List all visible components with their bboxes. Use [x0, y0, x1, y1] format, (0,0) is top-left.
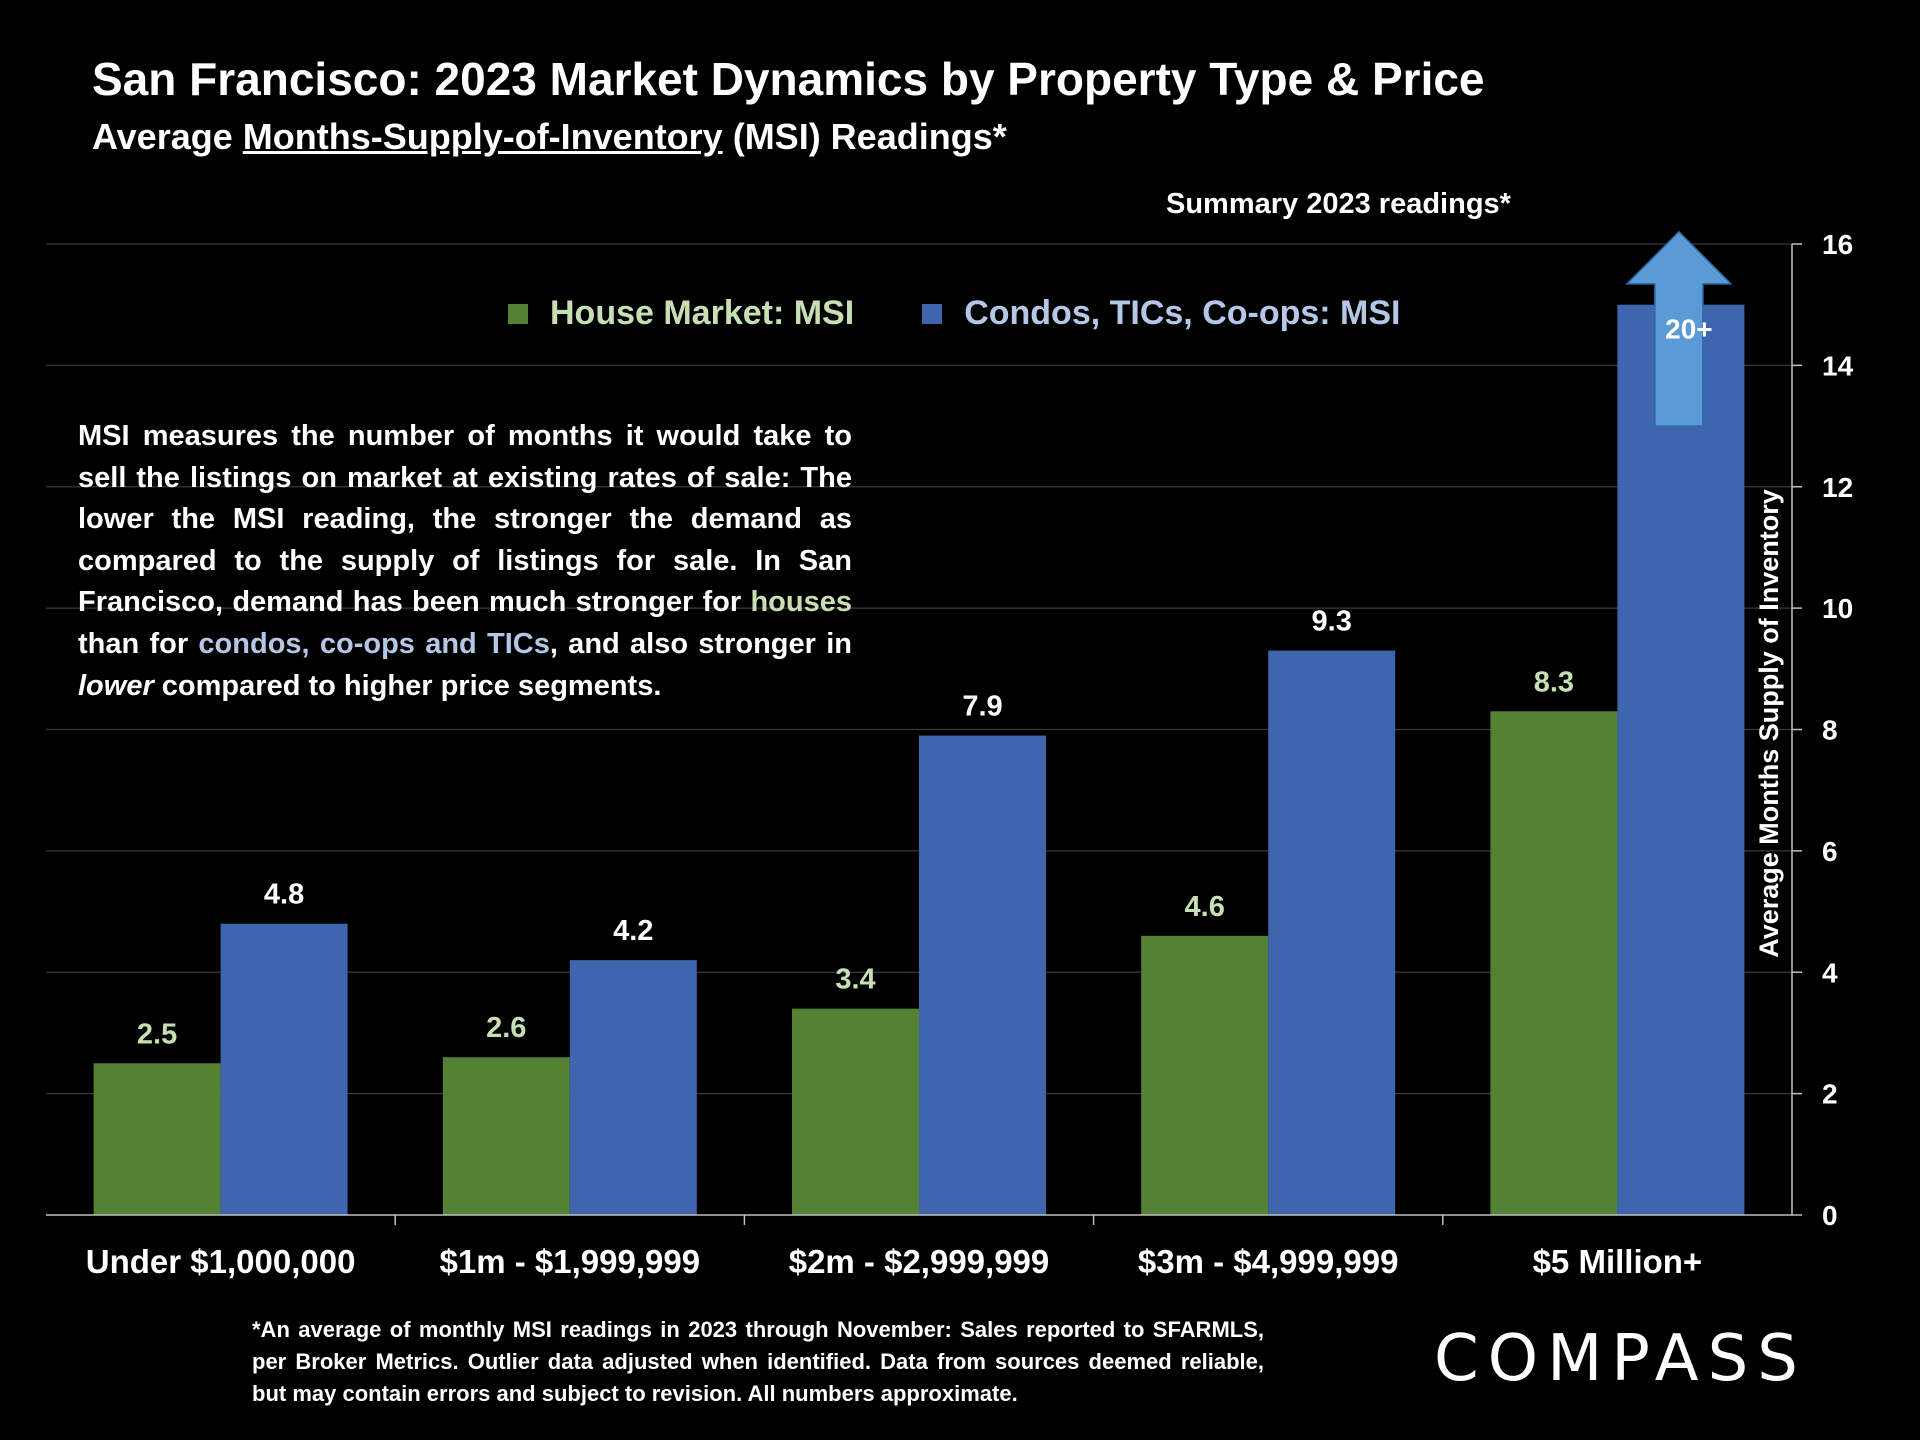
chart-title: San Francisco: 2023 Market Dynamics by P…: [92, 53, 1485, 105]
chart-subtitle: Average Months-Supply-of-Inventory (MSI)…: [92, 116, 1007, 158]
x-tick-label: Under $1,000,000: [86, 1243, 356, 1280]
data-label: 4.6: [1185, 891, 1225, 923]
y-tick-label: 4: [1822, 957, 1838, 988]
bar-house: [792, 1008, 919, 1215]
data-label: 3.4: [835, 964, 875, 996]
legend-swatch-house: [508, 303, 528, 324]
data-label: 9.3: [1312, 606, 1352, 638]
desc-houses: houses: [750, 586, 852, 619]
y-tick-label: 12: [1822, 472, 1853, 503]
footnote: *An average of monthly MSI readings in 2…: [252, 1317, 1264, 1406]
subtitle-underlined: Months-Supply-of-Inventory: [242, 116, 723, 157]
x-tick-label: $1m - $1,999,999: [440, 1243, 701, 1280]
data-label: 2.6: [486, 1012, 526, 1044]
bar-condo: [1617, 304, 1745, 1215]
desc-text-3: , and also stronger in: [549, 627, 852, 660]
desc-text-1: MSI measures the number of months it wou…: [78, 420, 852, 619]
bar-chart: 2.5 4.8 2.6 4.2 3.4 7.9 4.6 9.3 8.3 20+ 0 2 4 6 8 10 12…: [46, 229, 1854, 1280]
compass-logo: COMPASS: [1434, 1322, 1807, 1396]
bar-house: [93, 1063, 221, 1215]
desc-text-4: compared to higher price segments.: [153, 669, 662, 702]
bar-condo: [1268, 650, 1396, 1215]
data-label: 7.9: [962, 691, 1002, 723]
y-tick-label: 8: [1822, 715, 1838, 746]
bar-condo: [569, 960, 697, 1215]
desc-lower: lower: [78, 669, 154, 702]
legend-item-condo: Condos, TICs, Co-ops: MSI: [922, 294, 1401, 333]
x-tick-label: $3m - $4,999,999: [1138, 1243, 1399, 1280]
x-tick-label: $2m - $2,999,999: [789, 1243, 1050, 1280]
y-tick-label: 2: [1822, 1079, 1838, 1110]
data-label: 8.3: [1534, 666, 1574, 698]
legend-label-condo: Condos, TICs, Co-ops: MSI: [964, 294, 1401, 332]
data-labels: 2.5 4.8 2.6 4.2 3.4 7.9 4.6 9.3 8.3 20+: [137, 314, 1713, 1051]
overflow-arrow: [1625, 230, 1733, 427]
summary-label: Summary 2023 readings*: [1166, 188, 1511, 220]
desc-condos: condos, co-ops and TICs: [198, 627, 550, 660]
subtitle-suffix: (MSI) Readings*: [722, 116, 1007, 157]
msi-description: MSI measures the number of months it wou…: [78, 416, 852, 707]
bar-house: [1141, 935, 1269, 1215]
bar-condo: [919, 735, 1046, 1215]
y-tick-label: 6: [1822, 836, 1838, 867]
data-label: 4.2: [613, 915, 653, 947]
bar-condo: [220, 923, 348, 1215]
legend-label-house: House Market: MSI: [550, 294, 855, 332]
y-tick-label: 16: [1822, 229, 1853, 260]
subtitle-prefix: Average: [92, 116, 243, 157]
y-tick-label: 14: [1822, 350, 1854, 381]
desc-text-2: than for: [78, 627, 199, 660]
data-label: 20+: [1665, 314, 1713, 345]
x-tick-label: $5 Million+: [1533, 1243, 1703, 1280]
bar-house: [1490, 711, 1618, 1215]
y-tick-label: 10: [1822, 593, 1853, 624]
legend: House Market: MSI Condos, TICs, Co-ops: …: [508, 294, 1401, 333]
y-axis-title: Average Months Supply of Inventory: [1754, 489, 1784, 958]
bar-house: [442, 1057, 570, 1215]
y-tick-label: 0: [1822, 1200, 1838, 1231]
axes: 0 2 4 6 8 10 12 14 16 Average Months Supply of In…: [46, 229, 1854, 1280]
data-label: 4.8: [264, 879, 304, 911]
legend-swatch-condo: [922, 303, 943, 324]
bars: [93, 304, 1745, 1215]
data-label: 2.5: [137, 1018, 177, 1050]
legend-item-house: House Market: MSI: [508, 294, 854, 333]
up-arrow-icon: [1625, 230, 1733, 427]
